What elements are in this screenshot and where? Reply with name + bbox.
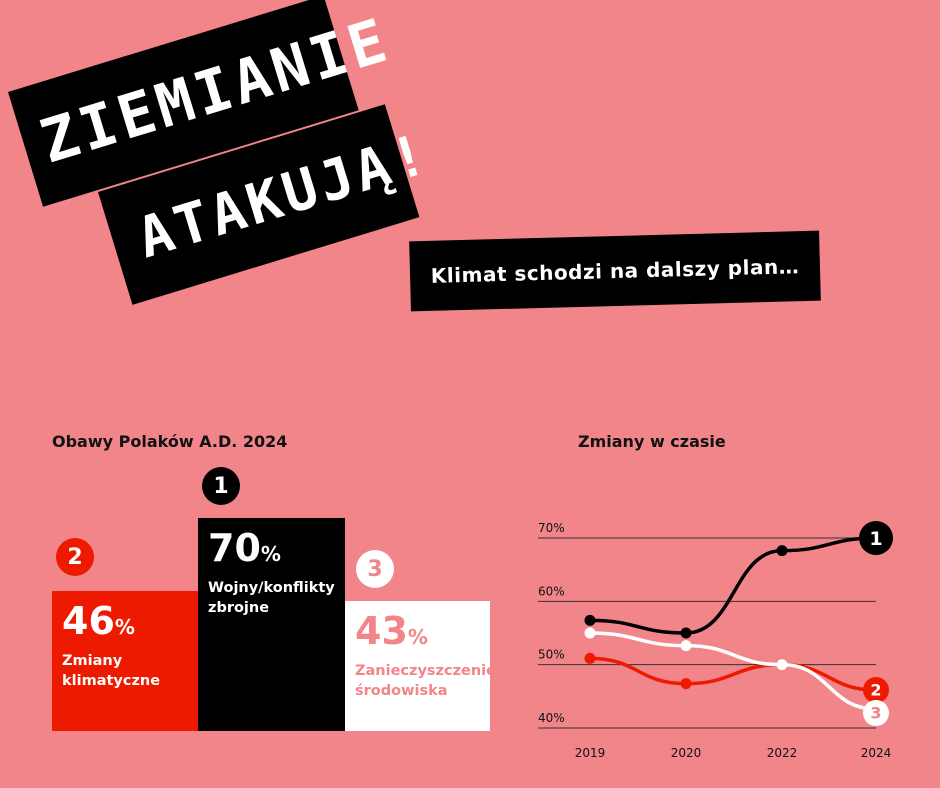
bar-label-line: środowiska bbox=[355, 683, 448, 699]
data-point bbox=[776, 545, 788, 557]
bar-value-number: 46 bbox=[62, 599, 115, 643]
bar-chart-title: Obawy Polaków A.D. 2024 bbox=[52, 432, 288, 451]
series-line-1 bbox=[588, 536, 878, 635]
bar-value: 46% bbox=[62, 599, 188, 649]
bar-value-number: 70 bbox=[208, 526, 261, 570]
data-point bbox=[680, 627, 692, 639]
bar-value: 43% bbox=[355, 609, 480, 659]
bar-value-number: 43 bbox=[355, 609, 408, 653]
y-tick-label: 70% bbox=[538, 521, 565, 535]
x-tick-label: 2022 bbox=[767, 746, 798, 760]
data-point bbox=[776, 659, 788, 671]
bar-label-line: Zanieczyszczenie bbox=[355, 663, 496, 679]
data-point bbox=[584, 627, 596, 639]
bar-value: 70% bbox=[208, 526, 335, 576]
y-tick-label: 40% bbox=[538, 711, 565, 725]
end-badge-3 bbox=[863, 700, 889, 726]
x-tick-label: 2024 bbox=[861, 746, 892, 760]
rank-badge-3: 3 bbox=[356, 550, 394, 588]
line-chart-title: Zmiany w czasie bbox=[578, 432, 726, 451]
data-point bbox=[680, 640, 692, 652]
bar-label: Wojny/konflikty zbrojne bbox=[208, 578, 335, 618]
bar-pollution: 43% Zanieczyszczenie środowiska bbox=[345, 601, 496, 731]
subtitle-text: Klimat schodzi na dalszy plan… bbox=[430, 254, 800, 288]
bar-label: Zanieczyszczenie środowiska bbox=[355, 661, 496, 701]
bar-wars-conflicts: 70% Wojny/konflikty zbrojne bbox=[198, 518, 345, 731]
data-point bbox=[680, 678, 692, 690]
x-tick-label: 2019 bbox=[575, 746, 606, 760]
bar-climate-change: 46% Zmiany klimatyczne bbox=[52, 591, 198, 731]
y-tick-label: 50% bbox=[538, 648, 565, 662]
series-line-2 bbox=[588, 656, 878, 692]
end-badge-label: 2 bbox=[870, 681, 881, 700]
x-tick-label: 2020 bbox=[671, 746, 702, 760]
bar-label-line: Zmiany bbox=[62, 653, 123, 669]
end-badge-label: 3 bbox=[870, 704, 881, 723]
rank-badge-2: 2 bbox=[56, 538, 94, 576]
end-badge-1 bbox=[859, 521, 893, 555]
bar-label-line: klimatyczne bbox=[62, 673, 161, 689]
bar-label-line: zbrojne bbox=[208, 600, 270, 616]
bar-label-line: Wojny/konflikty bbox=[208, 580, 335, 596]
bar-value-unit: % bbox=[407, 625, 428, 649]
bar-value-unit: % bbox=[260, 542, 281, 566]
bar-label: Zmiany klimatyczne bbox=[62, 651, 188, 691]
subtitle-banner: Klimat schodzi na dalszy plan… bbox=[409, 230, 821, 312]
rank-badge-1: 1 bbox=[202, 467, 240, 505]
end-badge-label: 1 bbox=[869, 528, 882, 550]
data-point bbox=[584, 652, 596, 664]
line-chart: 70% 60% 50% 40% 2019 2020 2022 2024 2 3 1 bbox=[538, 521, 893, 760]
y-tick-label: 60% bbox=[538, 584, 565, 598]
bar-value-unit: % bbox=[114, 615, 135, 639]
series-line-3 bbox=[588, 631, 878, 711]
data-point bbox=[584, 614, 596, 626]
end-badge-2 bbox=[863, 677, 889, 703]
